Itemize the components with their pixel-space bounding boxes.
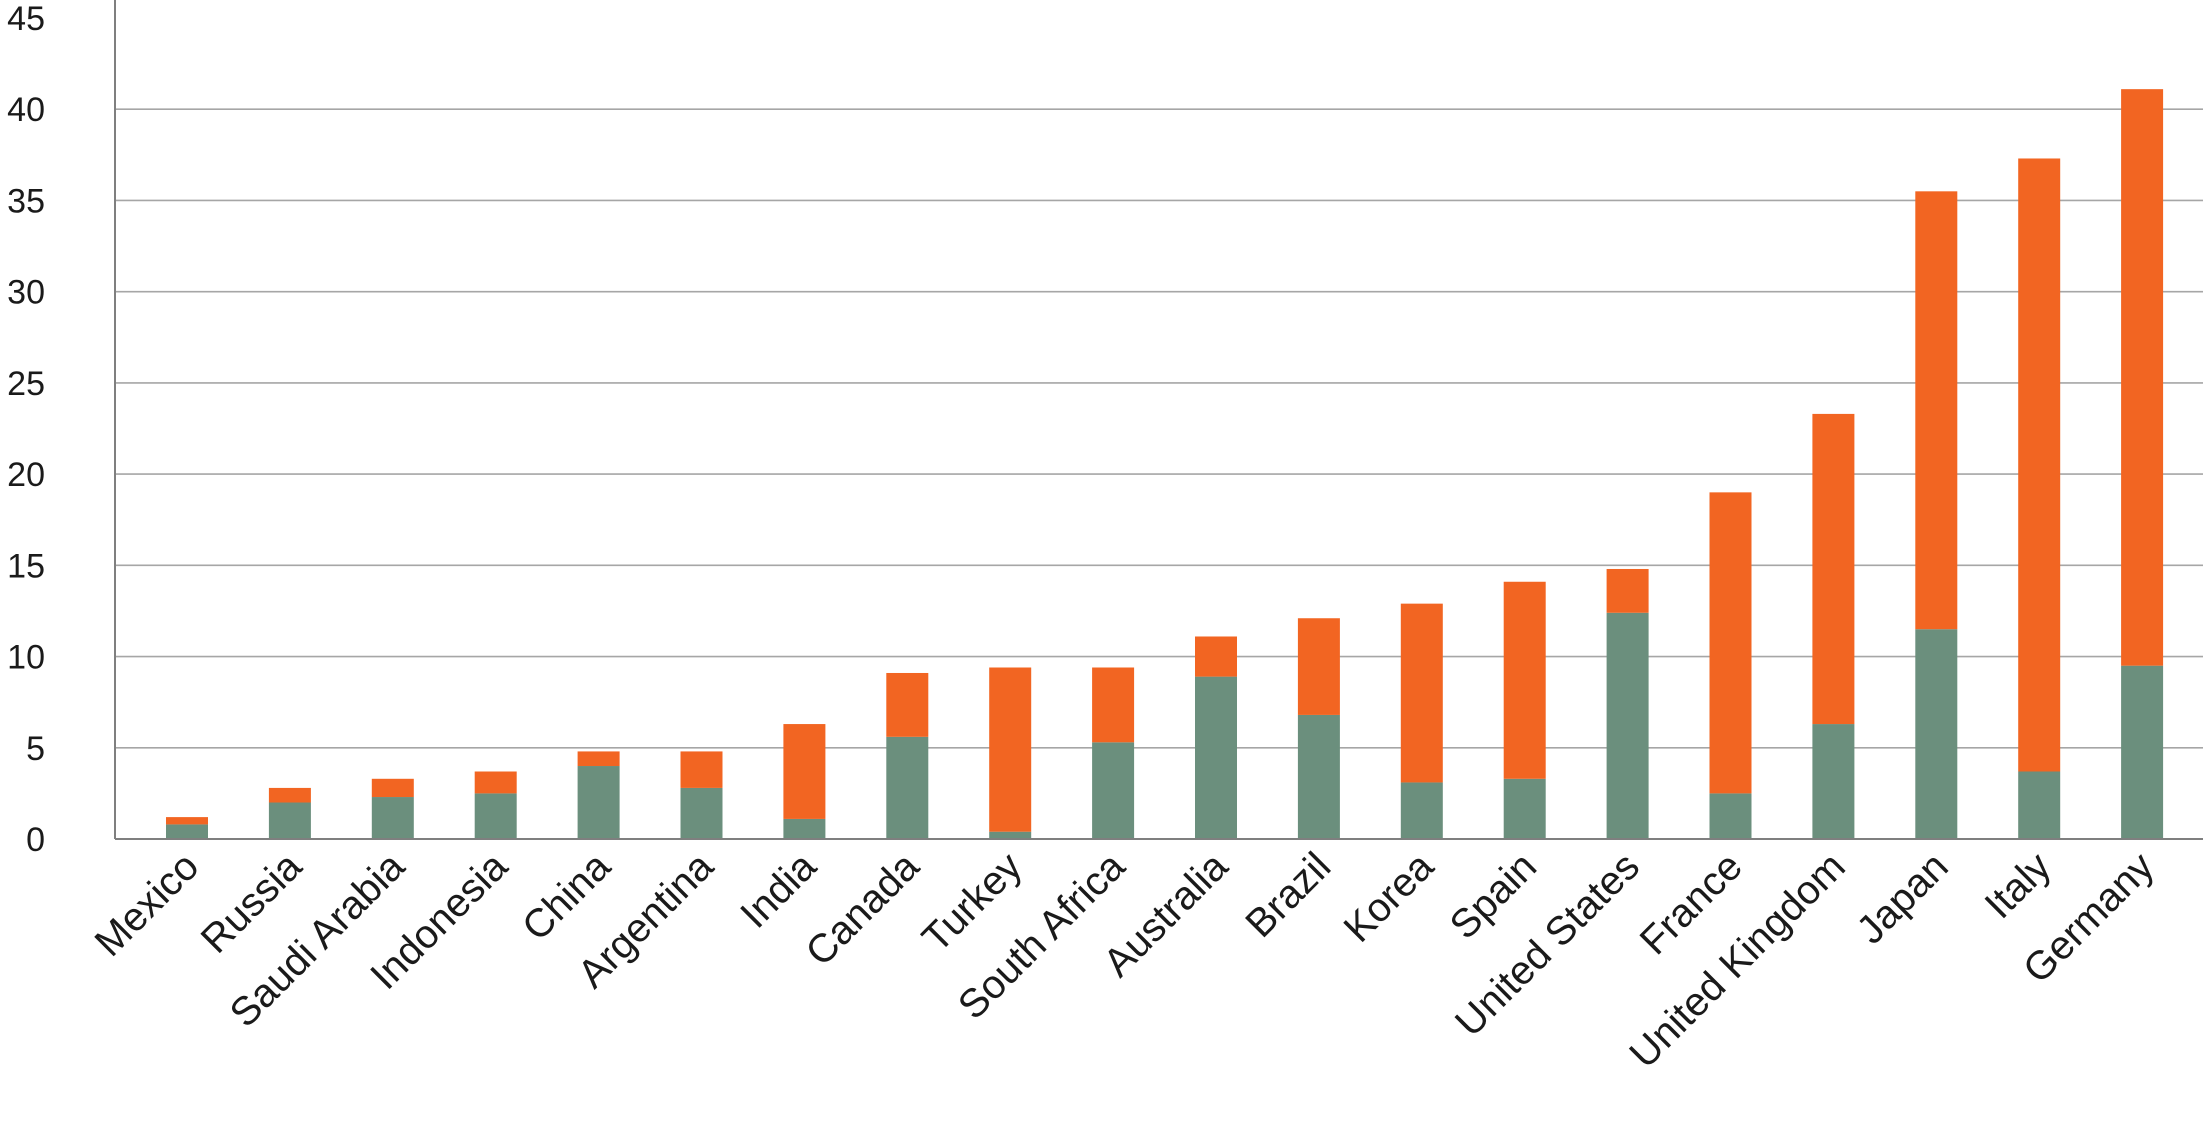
bar-segment-green <box>1606 612 1649 839</box>
y-tick-label: 0 <box>26 821 45 859</box>
bar-segment-orange <box>1915 191 1958 630</box>
bar-segment-green <box>1297 714 1340 839</box>
bar-segment-green <box>1503 778 1546 839</box>
bar-segment-orange <box>989 667 1032 832</box>
y-tick-label: 10 <box>7 639 45 677</box>
bar-segment-green <box>2018 771 2061 839</box>
bar-segment-green <box>783 818 826 839</box>
x-category-label: Canada <box>797 844 928 975</box>
y-tick-label: 15 <box>7 547 45 585</box>
x-category-label: United States <box>1447 844 1648 1045</box>
x-category-label: Mexico <box>87 844 208 965</box>
bar-segment-orange <box>1503 581 1546 779</box>
bar-segment-orange <box>268 787 311 803</box>
bar-segment-orange <box>886 672 929 737</box>
bar-segment-orange <box>166 817 208 825</box>
bar-segment-green <box>371 797 414 839</box>
bar-segment-orange <box>2018 158 2061 772</box>
bar-segment-green <box>474 793 517 839</box>
bar-segment-green <box>166 824 208 839</box>
y-tick-label: 45 <box>7 0 45 38</box>
bar-segment-green <box>1915 629 1958 839</box>
bar-segment-green <box>1400 782 1443 839</box>
bar-segment-green <box>886 736 929 839</box>
bar-segment-orange <box>1195 636 1237 677</box>
bar-segment-orange <box>474 771 517 794</box>
y-tick-label: 25 <box>7 365 45 403</box>
bar-segment-orange <box>1092 667 1135 743</box>
bar-segment-green <box>1812 724 1855 839</box>
x-category-label: Italy <box>1977 844 2060 927</box>
bar-segment-green <box>1709 793 1752 839</box>
bar-segment-green <box>1092 742 1135 839</box>
bar-segment-green <box>1195 676 1237 839</box>
y-tick-label: 30 <box>7 274 45 312</box>
bar-segment-orange <box>2121 89 2164 666</box>
y-tick-label: 5 <box>26 730 45 768</box>
bar-segment-orange <box>577 751 620 767</box>
bar-segment-green <box>577 766 620 839</box>
bar-segment-green <box>268 802 311 839</box>
bar-segment-orange <box>371 778 414 798</box>
y-tick-label: 20 <box>7 456 45 494</box>
x-category-label: Japan <box>1848 844 1956 952</box>
bar-segment-orange <box>1297 618 1340 715</box>
axes <box>114 0 2203 840</box>
x-category-label: Brazil <box>1237 844 1339 946</box>
bar-segment-orange <box>1709 492 1752 794</box>
bars <box>166 89 2164 839</box>
bar-segment-green <box>989 831 1032 839</box>
y-tick-label: 35 <box>7 182 45 220</box>
bar-segment-orange <box>1812 413 1855 725</box>
x-category-label: Korea <box>1336 844 1443 951</box>
bar-segment-orange <box>680 751 723 788</box>
bar-segment-orange <box>1606 568 1649 613</box>
bar-segment-green <box>680 787 723 839</box>
bar-segment-orange <box>783 724 826 819</box>
x-category-label: India <box>732 844 825 937</box>
bar-segment-orange <box>1400 603 1443 783</box>
y-tick-label: 40 <box>7 91 45 129</box>
bar-segment-green <box>2121 665 2164 839</box>
gridlines <box>115 108 2203 749</box>
